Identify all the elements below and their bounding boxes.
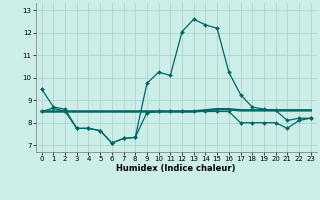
X-axis label: Humidex (Indice chaleur): Humidex (Indice chaleur) (116, 164, 236, 173)
